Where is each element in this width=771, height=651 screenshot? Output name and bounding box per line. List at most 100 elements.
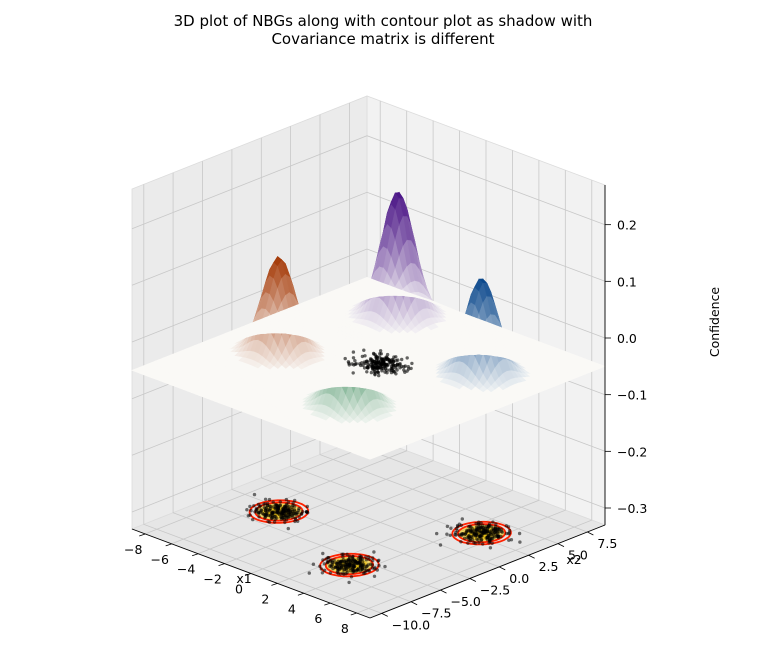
- floor-point: [326, 555, 330, 560]
- floor-point: [469, 525, 473, 529]
- surface-points: [343, 348, 414, 378]
- floor-point: [320, 571, 325, 575]
- surface-point: [394, 355, 398, 359]
- surface-point: [381, 357, 385, 361]
- surface-point: [362, 366, 367, 370]
- x-tick-label: 6: [314, 611, 322, 626]
- floor-point: [445, 524, 450, 529]
- surface-point: [377, 373, 381, 378]
- grid-x-6: [303, 160, 540, 594]
- floor-point: [486, 524, 490, 529]
- y-tick-mark: [410, 601, 418, 606]
- floor-point: [248, 504, 252, 509]
- x-tick-label: −8: [124, 542, 142, 557]
- floor-point: [462, 536, 467, 540]
- floor-point: [284, 508, 288, 512]
- grid-y-3: [231, 149, 471, 579]
- floor-point: [267, 520, 272, 524]
- floor-point: [496, 535, 501, 540]
- floor-point: [276, 505, 281, 509]
- floor-point: [518, 540, 522, 544]
- floor-point: [286, 500, 291, 504]
- x-tick-mark: [297, 592, 305, 596]
- floor-point: [351, 561, 355, 566]
- floor-point: [271, 511, 275, 515]
- floor-point: [293, 498, 297, 503]
- floor-point: [339, 566, 343, 570]
- floor-point: [363, 571, 367, 575]
- grid-y-4: [260, 137, 500, 568]
- floor-point: [490, 541, 494, 545]
- floor-point: [342, 572, 346, 576]
- floor-point: [468, 539, 473, 543]
- floor-point: [263, 497, 268, 501]
- floor-point: [472, 541, 476, 545]
- floor-point: [370, 563, 374, 567]
- floor-point: [278, 500, 282, 504]
- x-tick-label: 0: [235, 582, 243, 597]
- x-tick-label: −6: [150, 552, 168, 567]
- floor-point: [466, 541, 470, 545]
- z-tick-label: 0.0: [617, 331, 637, 346]
- surface-point: [373, 369, 377, 374]
- floor-point: [251, 517, 255, 522]
- y-tick-mark: [440, 589, 447, 594]
- surface-point: [360, 354, 365, 359]
- floor-point: [286, 526, 290, 531]
- floor-point: [341, 552, 345, 556]
- grid-z-3: [131, 248, 606, 343]
- floor-point: [479, 538, 483, 542]
- floor-point: [491, 520, 495, 524]
- surface-point: [409, 366, 413, 371]
- z-tick-label: −0.3: [617, 501, 647, 516]
- floor-point: [465, 528, 469, 533]
- y-tick-label: 5.0: [568, 548, 588, 563]
- surface-point: [405, 356, 409, 360]
- surface-point: [369, 370, 374, 375]
- floor-point: [453, 532, 457, 537]
- floor-point: [263, 502, 267, 506]
- floor-point: [304, 510, 309, 514]
- chart-title: 3D plot of NBGs along with contour plot …: [174, 12, 593, 48]
- floor-point: [487, 536, 492, 541]
- surface-point: [387, 368, 392, 372]
- floor-point: [371, 558, 375, 563]
- surface-point: [389, 364, 394, 368]
- floor-point: [365, 568, 369, 573]
- surface-point: [347, 363, 351, 367]
- surface-point: [402, 368, 406, 372]
- surface-point: [396, 363, 400, 368]
- floor-point: [473, 528, 477, 532]
- floor-point: [359, 555, 363, 559]
- floor-point: [263, 513, 267, 518]
- y-tick-mark: [587, 531, 594, 536]
- floor-point: [360, 563, 364, 568]
- floor-point: [322, 562, 326, 566]
- floor-point: [278, 509, 282, 513]
- floor-point: [499, 527, 503, 531]
- surface-point: [383, 370, 387, 374]
- x-tick-mark: [139, 533, 146, 537]
- y-tick-label: 7.5: [597, 536, 617, 551]
- surface-point: [372, 365, 376, 370]
- floor-point: [273, 506, 277, 510]
- surface-point: [360, 361, 364, 365]
- floor-point: [507, 538, 511, 542]
- floor-point: [322, 568, 327, 572]
- floor-point: [311, 562, 316, 566]
- floor-point: [460, 532, 464, 536]
- floor-point: [345, 552, 349, 556]
- floor-point: [367, 569, 372, 573]
- floor-point: [367, 557, 371, 561]
- grid-x-5: [277, 150, 513, 584]
- floor-point: [494, 522, 498, 526]
- grid-x-3: [224, 130, 461, 564]
- surface-point: [375, 357, 379, 361]
- floor-point: [478, 536, 482, 540]
- floor-point: [459, 540, 463, 544]
- floor-point: [336, 571, 340, 576]
- x-tick-mark: [191, 553, 199, 557]
- surface-point: [378, 349, 383, 353]
- surface-point: [387, 360, 391, 364]
- floor-point: [274, 503, 278, 507]
